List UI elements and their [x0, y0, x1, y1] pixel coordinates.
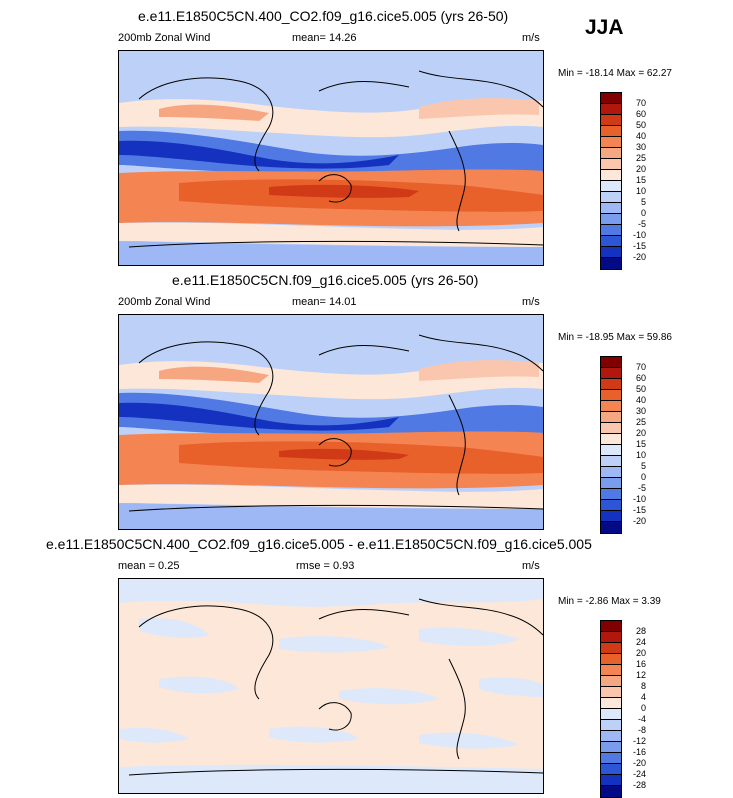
colorbar-label: 24	[635, 637, 646, 647]
panel3-minmax: Min = -2.86 Max = 3.39	[558, 596, 661, 607]
panel2-title: e.e11.E1850C5CN.f09_g16.cice5.005 (yrs 2…	[172, 272, 479, 288]
colorbar-label: -15	[632, 241, 646, 251]
panel2-minmax: Min = -18.95 Max = 59.86	[558, 332, 672, 343]
colorbar-label: 40	[635, 395, 646, 405]
colorbar-label: 15	[635, 175, 646, 185]
colorbar-label: 30	[635, 142, 646, 152]
colorbar-label: 0	[640, 703, 646, 713]
colorbar-label: -16	[632, 747, 646, 757]
colorbar-label: 4	[640, 692, 646, 702]
colorbar-label: 60	[635, 109, 646, 119]
colorbar-label: -24	[632, 769, 646, 779]
panel1-colorbar-labels: 70 60 50 40 30 25 20 15 10 5 0 -5 -10 -1…	[622, 92, 646, 268]
panel1-mean-label: mean= 14.26	[292, 32, 357, 44]
colorbar-label: 20	[635, 428, 646, 438]
colorbar-label: 60	[635, 373, 646, 383]
panel1-title: e.e11.E1850C5CN.400_CO2.f09_g16.cice5.00…	[138, 8, 509, 24]
panel2-colorbar	[600, 356, 622, 534]
panel1-map	[118, 50, 544, 266]
panel2-mean-label: mean= 14.01	[292, 296, 357, 308]
colorbar-label: 16	[635, 659, 646, 669]
panel2-variable-label: 200mb Zonal Wind	[118, 296, 211, 308]
colorbar-label: -28	[632, 780, 646, 790]
colorbar-label: 25	[635, 153, 646, 163]
colorbar-label: -8	[637, 725, 646, 735]
panel2-map	[118, 314, 544, 530]
colorbar-label: -5	[637, 219, 646, 229]
panel1-minmax: Min = -18.14 Max = 62.27	[558, 68, 672, 79]
colorbar-label: 12	[635, 670, 646, 680]
colorbar-label: 50	[635, 120, 646, 130]
colorbar-label: 0	[640, 208, 646, 218]
colorbar-label: 30	[635, 406, 646, 416]
panel3-units: m/s	[522, 560, 540, 572]
colorbar-label: 25	[635, 417, 646, 427]
panel3-colorbar-labels: 28 24 20 16 12 8 4 0 -4 -8 -12 -16 -20 -…	[622, 620, 646, 796]
colorbar-label: -12	[632, 736, 646, 746]
colorbar-label: 5	[640, 461, 646, 471]
colorbar-label: 15	[635, 439, 646, 449]
colorbar-label: 20	[635, 164, 646, 174]
colorbar-label: -20	[632, 252, 646, 262]
colorbar-label: -5	[637, 483, 646, 493]
panel2-units: m/s	[522, 296, 540, 308]
season-label: JJA	[585, 16, 624, 39]
panel3-rmse-label: rmse = 0.93	[296, 560, 355, 572]
colorbar-label: 40	[635, 131, 646, 141]
colorbar-label: 28	[635, 626, 646, 636]
colorbar-label: -10	[632, 494, 646, 504]
panel1-colorbar	[600, 92, 622, 270]
panel1-units: m/s	[522, 32, 540, 44]
colorbar-label: 20	[635, 648, 646, 658]
colorbar-label: 10	[635, 450, 646, 460]
panel3-map	[118, 578, 544, 794]
colorbar-label: -20	[632, 516, 646, 526]
colorbar-label: 10	[635, 186, 646, 196]
colorbar-label: 0	[640, 472, 646, 482]
colorbar-label: 70	[635, 362, 646, 372]
panel3-mean-label: mean = 0.25	[118, 560, 180, 572]
panel1-variable-label: 200mb Zonal Wind	[118, 32, 211, 44]
panel2-colorbar-labels: 70 60 50 40 30 25 20 15 10 5 0 -5 -10 -1…	[622, 356, 646, 532]
colorbar-label: 8	[640, 681, 646, 691]
colorbar-label: -20	[632, 758, 646, 768]
panel3-title: e.e11.E1850C5CN.400_CO2.f09_g16.cice5.00…	[46, 536, 592, 552]
colorbar-label: 5	[640, 197, 646, 207]
panel3-colorbar	[600, 620, 622, 798]
colorbar-label: -15	[632, 505, 646, 515]
colorbar-label: -4	[637, 714, 646, 724]
colorbar-label: 70	[635, 98, 646, 108]
colorbar-label: 50	[635, 384, 646, 394]
colorbar-label: -10	[632, 230, 646, 240]
